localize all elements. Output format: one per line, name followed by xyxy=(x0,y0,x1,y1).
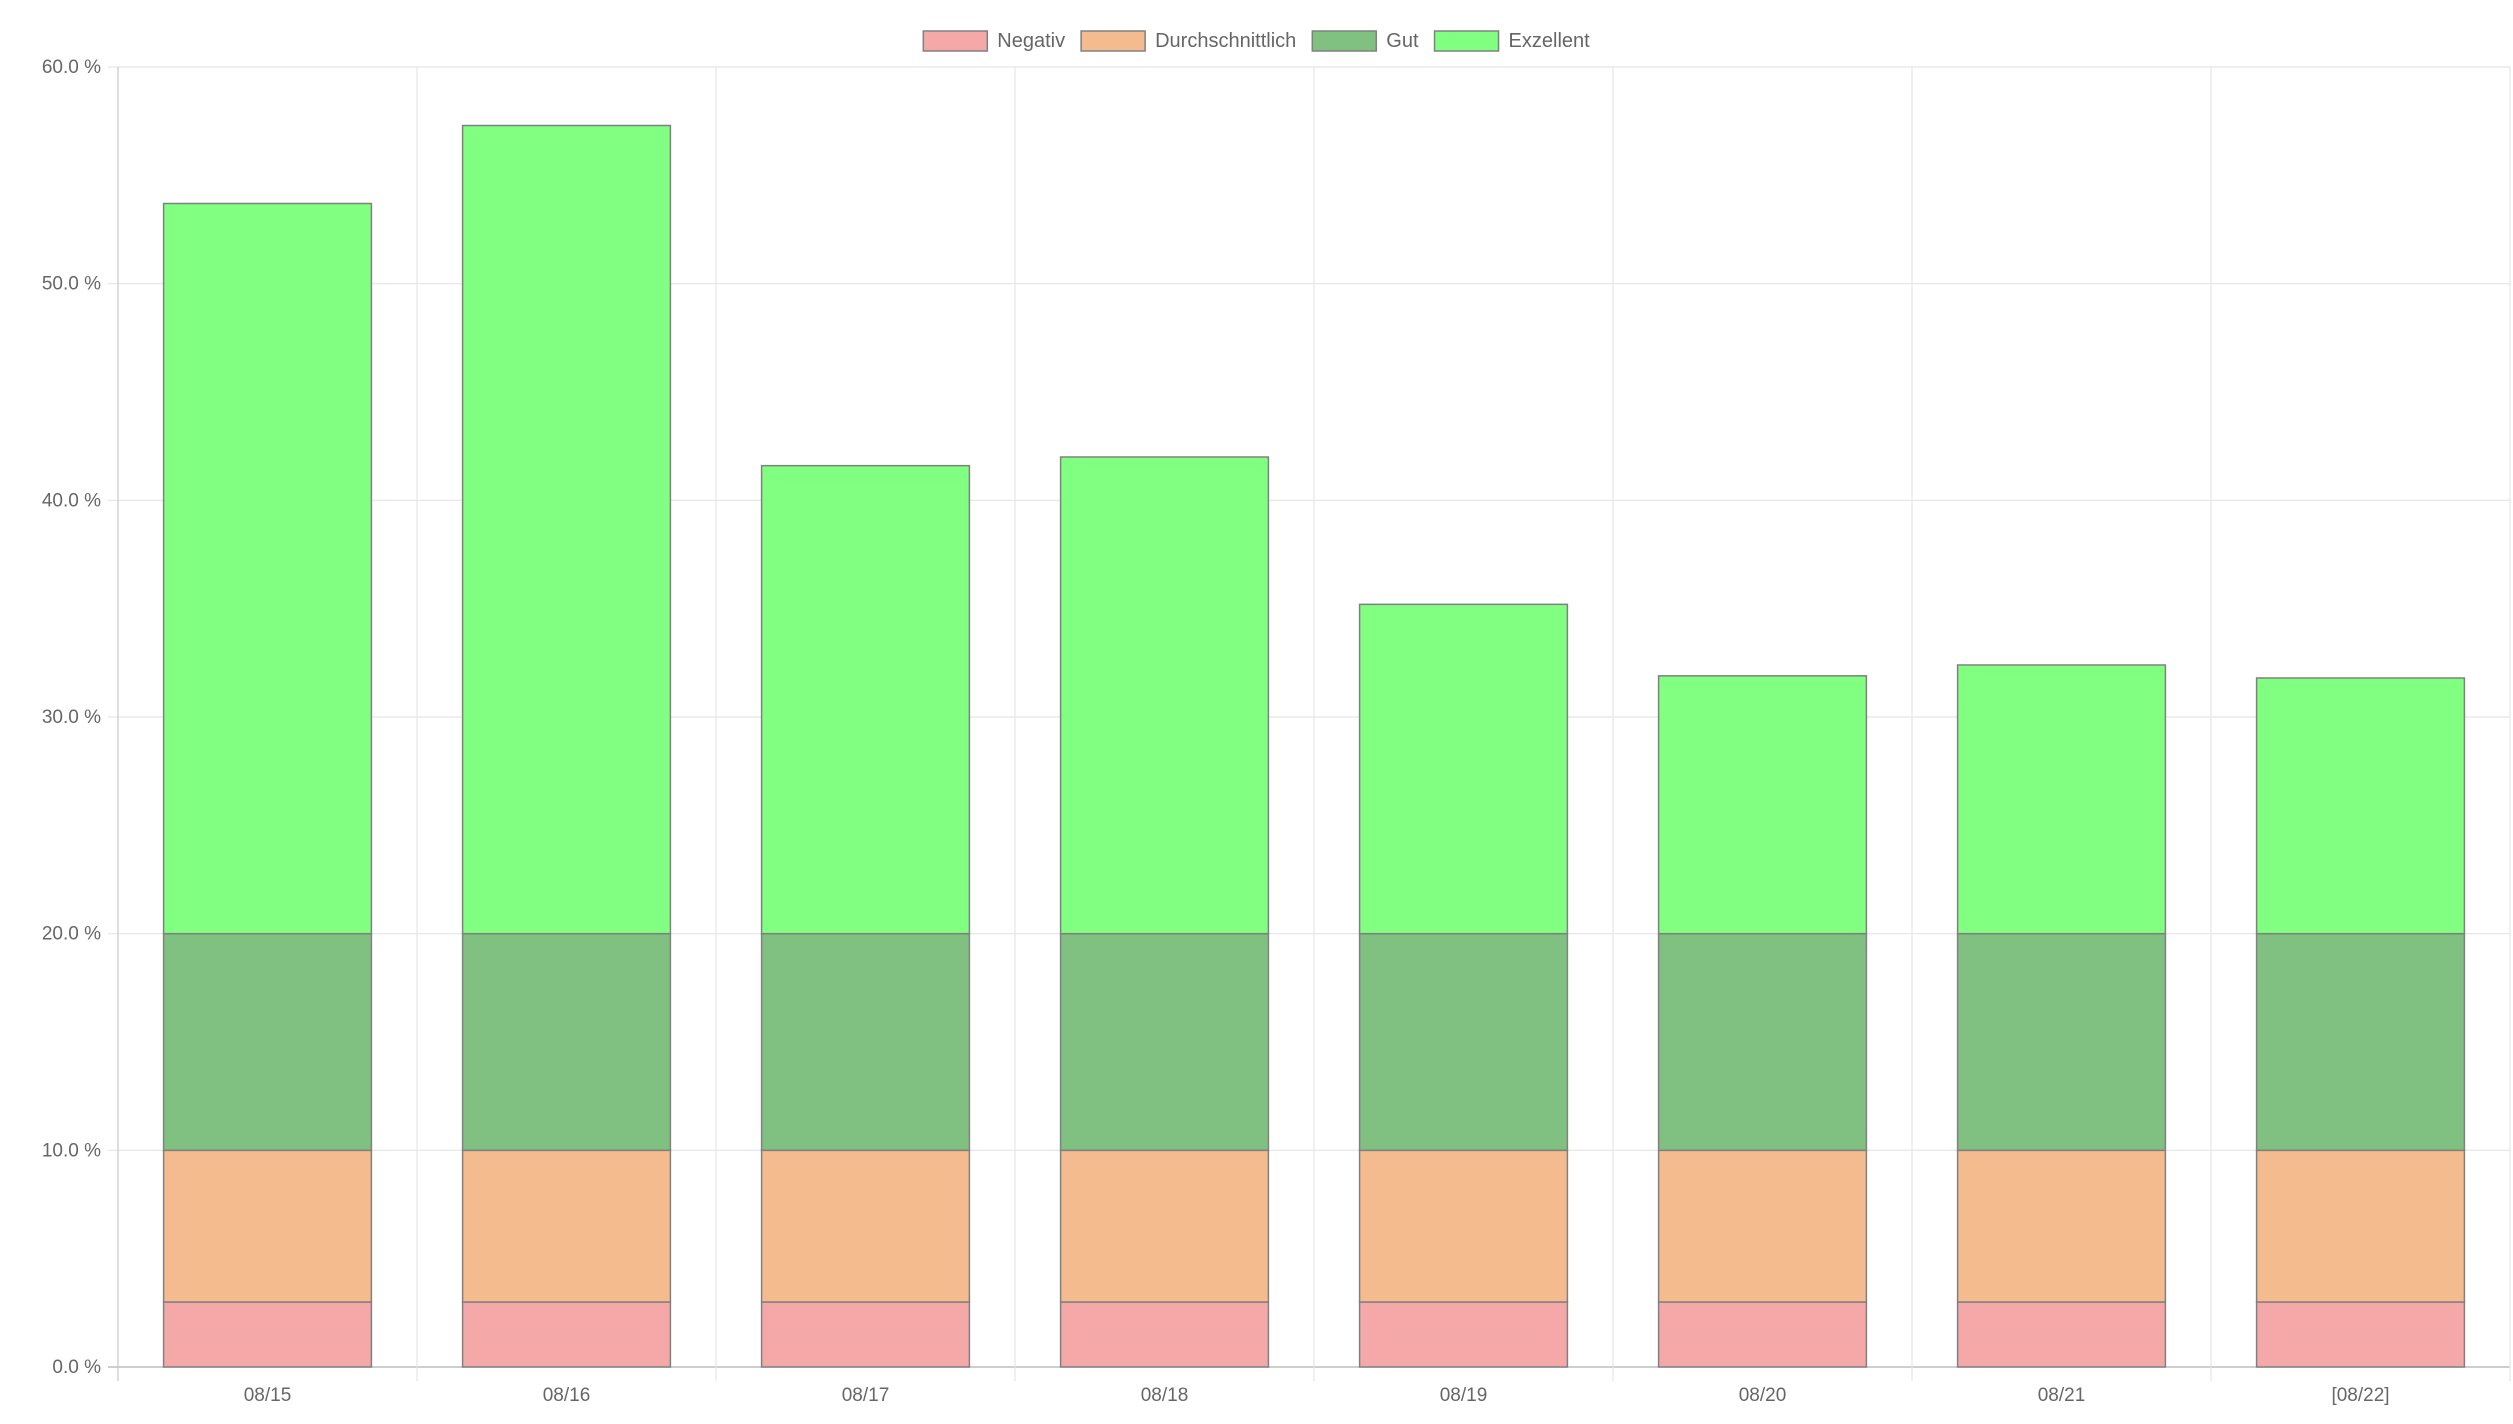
bar-gut[interactable] xyxy=(162,932,373,1152)
bar-gut[interactable] xyxy=(1358,932,1569,1152)
legend-label: Gut xyxy=(1386,30,1419,52)
y-tick-label: 40.0 % xyxy=(42,490,101,511)
legend-label: Durchschnittlich xyxy=(1155,30,1296,52)
axes-layer: 0.0 % 10.0 % 20.0 % 30.0 % 40.0 % 50.0 % 60.0 … xyxy=(42,57,2390,1406)
legend-label: Negativ xyxy=(997,30,1065,52)
bar-exzellent[interactable] xyxy=(760,464,971,935)
bar-durchschnittlich[interactable] xyxy=(1956,1149,2167,1303)
bar-negativ[interactable] xyxy=(760,1301,971,1368)
y-tick-label: 50.0 % xyxy=(42,274,101,295)
bar-exzellent[interactable] xyxy=(162,202,373,935)
legend-item-gut[interactable]: Gut xyxy=(1311,30,1419,52)
bar-gut[interactable] xyxy=(1956,932,2167,1152)
x-tick-label: 08/20 xyxy=(1739,1385,1787,1406)
y-tick-label: 60.0 % xyxy=(42,57,101,78)
x-tick-label: 08/19 xyxy=(1440,1385,1488,1406)
legend[interactable]: Negativ Durchschnittlich Gut Exzellent xyxy=(922,30,1591,52)
y-tick-label: 10.0 % xyxy=(42,1140,101,1161)
bar-durchschnittlich[interactable] xyxy=(1358,1149,1569,1303)
bar-negativ[interactable] xyxy=(1358,1301,1569,1368)
x-tick-label: 08/21 xyxy=(2038,1385,2086,1406)
x-tick-label: 08/15 xyxy=(244,1385,292,1406)
x-tick-label: 08/16 xyxy=(543,1385,591,1406)
bar-durchschnittlich[interactable] xyxy=(461,1149,672,1303)
bar-negativ[interactable] xyxy=(1059,1301,1270,1368)
bar-exzellent[interactable] xyxy=(1358,603,1569,935)
bar-durchschnittlich[interactable] xyxy=(760,1149,971,1303)
bar-negativ[interactable] xyxy=(162,1301,373,1368)
legend-item-negativ[interactable]: Negativ xyxy=(922,30,1065,52)
bars-layer xyxy=(162,124,2466,1368)
bar-gut[interactable] xyxy=(1657,932,1868,1152)
bar-negativ[interactable] xyxy=(461,1301,672,1368)
bar-gut[interactable] xyxy=(1059,932,1270,1152)
bar-exzellent[interactable] xyxy=(1657,675,1868,935)
x-tick-label: 08/18 xyxy=(1141,1385,1189,1406)
bar-gut[interactable] xyxy=(2255,932,2466,1152)
legend-swatch xyxy=(922,30,989,52)
bar-durchschnittlich[interactable] xyxy=(1657,1149,1868,1303)
legend-swatch xyxy=(1080,30,1146,52)
legend-item-exzellent[interactable]: Exzellent xyxy=(1433,30,1591,52)
bar-gut[interactable] xyxy=(760,932,971,1152)
bar-durchschnittlich[interactable] xyxy=(162,1149,373,1303)
bar-exzellent[interactable] xyxy=(461,124,672,935)
y-tick-label: 30.0 % xyxy=(42,707,101,728)
bar-durchschnittlich[interactable] xyxy=(2255,1149,2466,1303)
bar-exzellent[interactable] xyxy=(1059,456,1270,935)
y-tick-label: 20.0 % xyxy=(42,924,101,945)
legend-item-durchschnittlich[interactable]: Durchschnittlich xyxy=(1080,30,1296,52)
legend-swatch xyxy=(1311,30,1378,52)
legend-swatch xyxy=(1433,30,1500,52)
x-tick-label: [08/22] xyxy=(2331,1385,2389,1406)
bar-gut[interactable] xyxy=(461,932,672,1152)
bar-exzellent[interactable] xyxy=(2255,677,2466,935)
bar-negativ[interactable] xyxy=(1956,1301,2167,1368)
x-tick-label: 08/17 xyxy=(842,1385,890,1406)
bar-negativ[interactable] xyxy=(1657,1301,1868,1368)
bar-exzellent[interactable] xyxy=(1956,664,2167,935)
y-tick-label: 0.0 % xyxy=(52,1357,101,1378)
legend-label: Exzellent xyxy=(1509,30,1591,52)
bar-negativ[interactable] xyxy=(2255,1301,2466,1368)
bar-durchschnittlich[interactable] xyxy=(1059,1149,1270,1303)
